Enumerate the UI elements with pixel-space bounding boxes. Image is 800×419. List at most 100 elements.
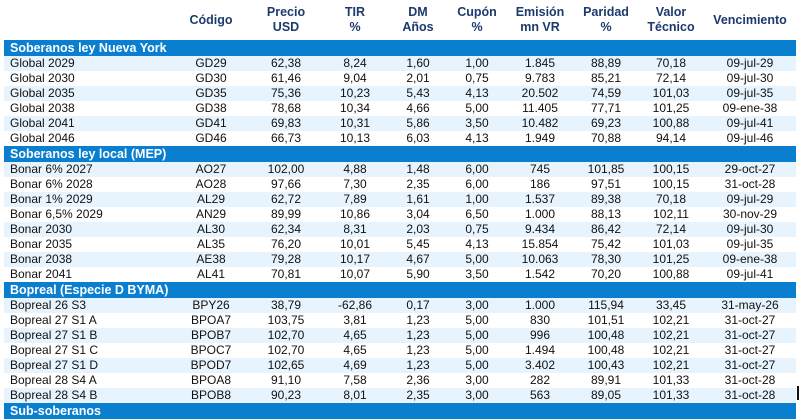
- column-header-3: TIR%: [322, 0, 388, 40]
- table-cell: AO28: [172, 177, 250, 192]
- table-cell: 5,45: [388, 237, 448, 252]
- table-row: Bopreal 27 S1 D BPOD7 102,65 4,69 1,23 5,00 3.…: [4, 358, 796, 373]
- table-cell: 101,33: [638, 388, 704, 403]
- table-cell: 31-oct-27: [704, 358, 796, 373]
- table-cell: 6,00: [448, 162, 506, 177]
- column-header-1: Código: [172, 0, 250, 40]
- table-row: Bonar 6% 2027 AO27 102,00 4,88 1,48 6,00 745 10…: [4, 162, 796, 177]
- column-header-line: Paridad: [583, 5, 629, 19]
- table-cell: 33,45: [638, 298, 704, 313]
- table-cell: BPOB7: [172, 328, 250, 343]
- table-cell: 10,17: [322, 252, 388, 267]
- column-header-0: [4, 0, 172, 40]
- table-cell: 101,03: [638, 86, 704, 101]
- table-cell: 100,15: [638, 162, 704, 177]
- table-row: Bonar 2038 AE38 79,28 10,17 4,67 5,00 10.063 78…: [4, 252, 796, 267]
- table-cell: 4,13: [448, 237, 506, 252]
- table-cell: 86,42: [574, 222, 638, 237]
- table-cell: 100,88: [638, 116, 704, 131]
- table-cell: 3,81: [322, 313, 388, 328]
- table-cell: 5,00: [448, 328, 506, 343]
- table-cell: 102,11: [638, 207, 704, 222]
- table-cell: 3,04: [388, 207, 448, 222]
- section-header-row: Soberanos ley local (MEP): [4, 146, 796, 162]
- table-cell: 10,07: [322, 267, 388, 282]
- column-header-line: Cupón: [457, 5, 497, 19]
- table-header-row: Código Precio USD TIR% DM Años Cupón% Emisión mn…: [4, 0, 796, 40]
- table-row: Global 2046 GD46 66,73 10,13 6,03 4,13 1.949 70…: [4, 131, 796, 146]
- table-cell: 75,42: [574, 237, 638, 252]
- table-cell: 102,21: [638, 328, 704, 343]
- table-cell: 09-jul-29: [704, 56, 796, 71]
- table-cell: 2,36: [388, 373, 448, 388]
- table-cell: Bopreal 27 S1 B: [4, 328, 172, 343]
- table-cell: 10,34: [322, 101, 388, 116]
- table-cell: 8,24: [322, 56, 388, 71]
- table-cell: 20.502: [506, 86, 574, 101]
- table-row: Bopreal 27 S1 B BPOB7 102,70 4,65 1,23 5,00 99…: [4, 328, 796, 343]
- table-cell: Global 2035: [4, 86, 172, 101]
- table-cell: 100,48: [574, 328, 638, 343]
- table-cell: 1.537: [506, 192, 574, 207]
- table-row: Bonar 2035 AL35 76,20 10,01 5,45 4,13 15.854 75…: [4, 237, 796, 252]
- table-cell: 3.402: [506, 358, 574, 373]
- table-cell: 09-ene-38: [704, 252, 796, 267]
- table-cell: 10,23: [322, 86, 388, 101]
- section-title: Soberanos ley Nueva York: [4, 40, 796, 56]
- table-cell: 102,21: [638, 313, 704, 328]
- table-row: Bopreal 28 S4 B BPOB8 90,23 8,01 2,35 3,00 563…: [4, 388, 796, 403]
- column-header-line: mn VR: [520, 20, 560, 34]
- table-cell: 62,72: [250, 192, 322, 207]
- table-cell: 89,91: [574, 373, 638, 388]
- table-cell: 1.494: [506, 343, 574, 358]
- table-cell: 10.063: [506, 252, 574, 267]
- table-body: Soberanos ley Nueva York Global 2029 GD29 6…: [4, 40, 796, 419]
- table-cell: 70,20: [574, 267, 638, 282]
- column-header-line: %: [600, 20, 612, 34]
- table-cell: 101,33: [638, 373, 704, 388]
- column-header-8: Valor Técnico: [638, 0, 704, 40]
- page-edge-marker: [797, 386, 799, 400]
- table-cell: 3,50: [448, 116, 506, 131]
- table-cell: 74,59: [574, 86, 638, 101]
- table-cell: 77,71: [574, 101, 638, 116]
- table-cell: Bopreal 27 S1 C: [4, 343, 172, 358]
- table-cell: 1,23: [388, 313, 448, 328]
- table-cell: 3,00: [448, 298, 506, 313]
- table-cell: 79,28: [250, 252, 322, 267]
- table-cell: GD46: [172, 131, 250, 146]
- table-cell: AO27: [172, 162, 250, 177]
- table-cell: 3,00: [448, 388, 506, 403]
- table-cell: 9,04: [322, 71, 388, 86]
- table-cell: 1,48: [388, 162, 448, 177]
- table-cell: 1,60: [388, 56, 448, 71]
- table-cell: 70,18: [638, 56, 704, 71]
- table-row: Bopreal 26 S3 BPY26 38,79 -62,86 0,17 3,00 1.0…: [4, 298, 796, 313]
- table-cell: GD29: [172, 56, 250, 71]
- table-cell: 89,05: [574, 388, 638, 403]
- table-cell: BPOD7: [172, 358, 250, 373]
- table-cell: 100,88: [638, 267, 704, 282]
- table-cell: GD30: [172, 71, 250, 86]
- table-cell: 10,01: [322, 237, 388, 252]
- table-cell: 5,00: [448, 252, 506, 267]
- table-cell: 72,14: [638, 222, 704, 237]
- table-cell: 30-nov-29: [704, 207, 796, 222]
- table-cell: 101,25: [638, 252, 704, 267]
- table-cell: 94,14: [638, 131, 704, 146]
- table-cell: GD35: [172, 86, 250, 101]
- column-header-6: Emisión mn VR: [506, 0, 574, 40]
- table-cell: 31-oct-28: [704, 373, 796, 388]
- table-cell: 102,65: [250, 358, 322, 373]
- table-cell: 102,70: [250, 343, 322, 358]
- table-row: Bonar 6% 2028 AO28 97,66 7,30 2,35 6,00 186 97,…: [4, 177, 796, 192]
- table-cell: GD41: [172, 116, 250, 131]
- table-cell: AE38: [172, 252, 250, 267]
- table-cell: 4,13: [448, 86, 506, 101]
- table-cell: 101,85: [574, 162, 638, 177]
- table-cell: 4,66: [388, 101, 448, 116]
- table-cell: 8,31: [322, 222, 388, 237]
- table-cell: 1,23: [388, 328, 448, 343]
- table-cell: 186: [506, 177, 574, 192]
